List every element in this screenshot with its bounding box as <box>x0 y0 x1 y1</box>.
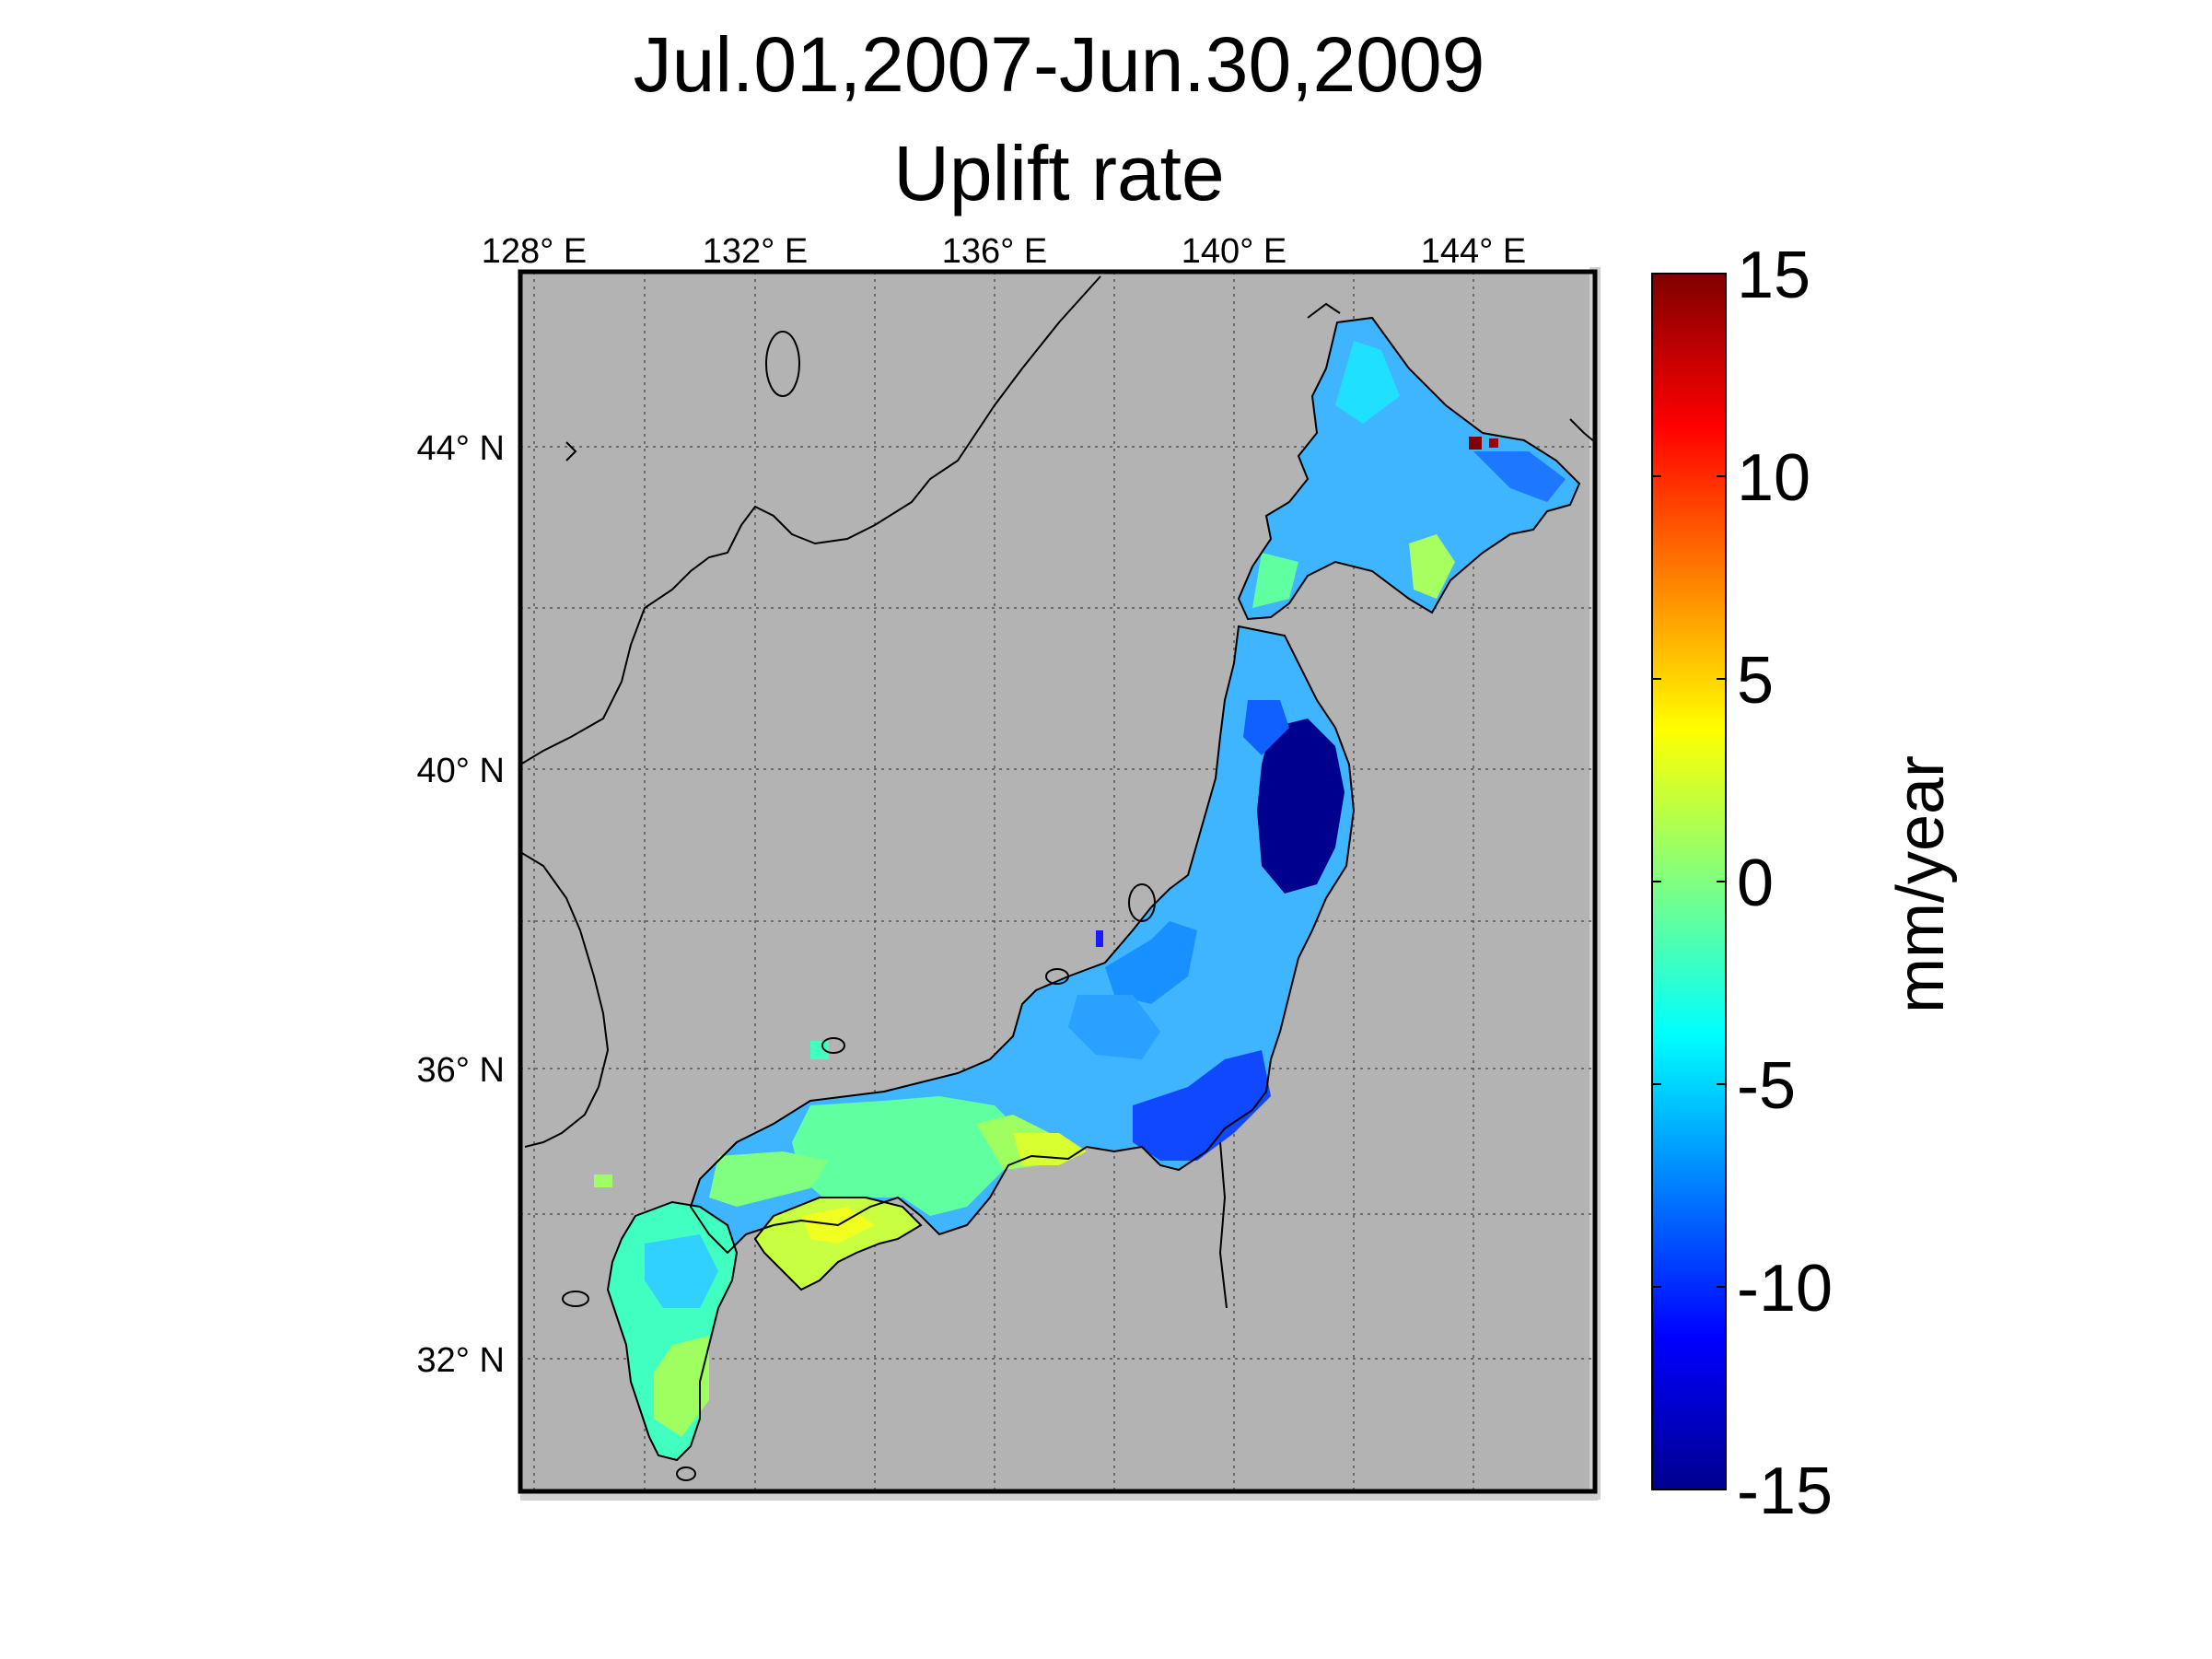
latitude-tick-label: 32° N <box>417 1341 505 1380</box>
uplift-rate-field <box>594 318 1579 1460</box>
colorbar-tick-label: 15 <box>1737 239 1810 312</box>
longitude-tick-label: 136° E <box>942 232 1048 271</box>
colorbar-tick-label: 5 <box>1737 644 1774 718</box>
map-frame <box>518 269 1598 1494</box>
colorbar-tick-label: 0 <box>1737 847 1774 920</box>
longitude-tick-label: 144° E <box>1421 232 1527 271</box>
longitude-tick-labels: 128° E 132° E 136° E 140° E 144° E <box>482 232 1527 271</box>
colorbar-unit-label: mm/year <box>1884 755 1958 1013</box>
colorbar-tick-label: 10 <box>1737 441 1810 515</box>
latitude-tick-labels: 44° N 40° N 36° N 32° N <box>417 429 505 1380</box>
longitude-tick-label: 128° E <box>482 232 588 271</box>
latitude-tick-label: 40° N <box>417 752 505 790</box>
coastline <box>520 275 1595 1481</box>
colorbar <box>1651 273 1727 1490</box>
colorbar-ticks: 15 10 5 0 -5 -10 -15 <box>1652 239 1833 1528</box>
colorbar-tick-label: -10 <box>1737 1252 1833 1326</box>
longitude-tick-label: 132° E <box>703 232 809 271</box>
hokkaido-land <box>1239 318 1579 619</box>
colorbar-tick-label: -5 <box>1737 1049 1796 1123</box>
latitude-tick-label: 44° N <box>417 429 505 468</box>
colorbar-tick-label: -15 <box>1737 1455 1833 1528</box>
latitude-tick-label: 36° N <box>417 1051 505 1090</box>
longitude-tick-label: 140° E <box>1182 232 1287 271</box>
map-title-line-1: Jul.01,2007-Jun.30,2009 <box>633 21 1485 108</box>
map-title-line-2: Uplift rate <box>893 130 1225 216</box>
